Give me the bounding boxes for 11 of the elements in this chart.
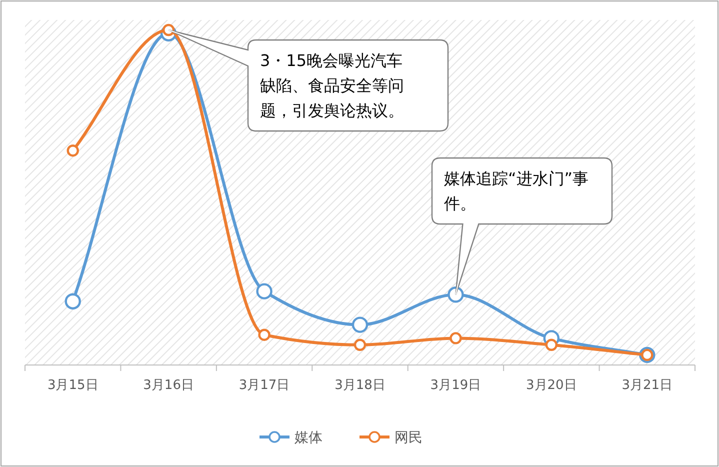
x-tick-label: 3月21日 <box>622 378 673 393</box>
x-tick-label: 3月19日 <box>430 378 482 393</box>
legend-label: 媒体 <box>294 430 322 446</box>
annotation: 3・15晚会曝光汽车缺陷、食品安全等问题，引发舆论热议。 <box>260 51 404 120</box>
x-tick-label: 3月17日 <box>238 378 290 393</box>
legend-label: 网民 <box>394 430 422 446</box>
x-tick-label: 3月20日 <box>526 378 577 393</box>
x-tick-label: 3月16日 <box>143 378 194 393</box>
x-tick-label: 3月15日 <box>47 378 98 393</box>
x-tick-label: 3月18日 <box>334 378 386 393</box>
annotation: 媒体追踪“进水门”事件。 <box>444 169 589 213</box>
